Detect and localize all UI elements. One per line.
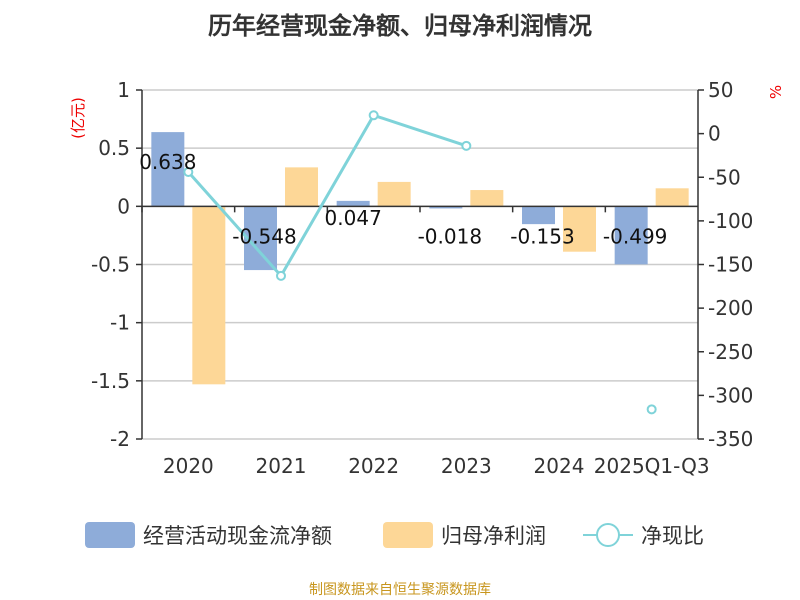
- left-tick-label: -0.5: [91, 253, 130, 277]
- bar-net-profit: [470, 190, 504, 207]
- right-axis-label: %: [767, 85, 785, 99]
- bar-cashflow: [336, 200, 370, 207]
- left-axis-label: (亿元): [69, 97, 87, 139]
- bar-cashflow: [151, 132, 185, 207]
- x-tick-label: 2024: [534, 454, 585, 478]
- bar-net-profit: [563, 206, 596, 252]
- x-tick-label: 2022: [348, 454, 399, 478]
- bar-net-profit: [285, 167, 318, 207]
- data-label: -0.153: [510, 224, 574, 248]
- bar-net-profit: [192, 206, 226, 385]
- data-label: -0.018: [418, 224, 482, 248]
- left-tick-label: 0.5: [98, 136, 130, 160]
- bar-cashflow: [522, 206, 555, 225]
- ratio-point: [183, 167, 194, 178]
- legend-swatch: [85, 522, 135, 548]
- ratio-point: [368, 110, 379, 121]
- bar-cashflow: [429, 206, 463, 209]
- data-label: 0.638: [139, 150, 196, 174]
- right-tick-label: -350: [708, 427, 753, 451]
- bar-cashflow: [244, 206, 277, 271]
- left-tick-label: -1.5: [91, 369, 130, 393]
- left-tick-label: 1: [117, 78, 130, 102]
- ratio-point: [461, 140, 472, 151]
- chart-title: 历年经营现金净额、归母净利润情况: [208, 12, 592, 40]
- legend-swatch-marker: [596, 523, 620, 547]
- legend-label: 经营活动现金流净额: [143, 524, 332, 548]
- x-tick-label: 2023: [441, 454, 492, 478]
- legend-label: 归母净利润: [441, 524, 546, 548]
- ratio-point: [276, 270, 286, 281]
- x-tick-label: 2020: [163, 454, 214, 478]
- data-label: -0.499: [603, 224, 667, 248]
- bar-net-profit: [655, 188, 689, 207]
- ratio-line: [187, 113, 467, 279]
- right-tick-label: -250: [708, 340, 753, 364]
- x-tick-label: 2021: [256, 454, 307, 478]
- right-tick-label: -150: [708, 253, 753, 277]
- right-tick-label: 0: [708, 122, 721, 146]
- ratio-point: [646, 404, 657, 415]
- right-tick-label: -50: [708, 165, 741, 189]
- left-tick-label: -2: [110, 427, 130, 451]
- data-label: -0.548: [232, 224, 296, 248]
- right-tick-label: -100: [708, 209, 753, 233]
- x-tick-label: 2025Q1-Q3: [594, 454, 710, 478]
- bar-cashflow: [614, 206, 648, 265]
- left-tick-label: -1: [110, 311, 130, 335]
- right-tick-label: 50: [708, 78, 733, 102]
- legend-label: 净现比: [641, 524, 704, 548]
- footer-source: 制图数据来自恒生聚源数据库: [309, 582, 491, 598]
- legend-swatch: [383, 522, 433, 548]
- left-tick-label: 0: [117, 194, 130, 218]
- data-label: 0.047: [325, 206, 382, 230]
- right-tick-label: -200: [708, 296, 753, 320]
- bar-net-profit: [377, 181, 411, 207]
- right-tick-label: -300: [708, 383, 753, 407]
